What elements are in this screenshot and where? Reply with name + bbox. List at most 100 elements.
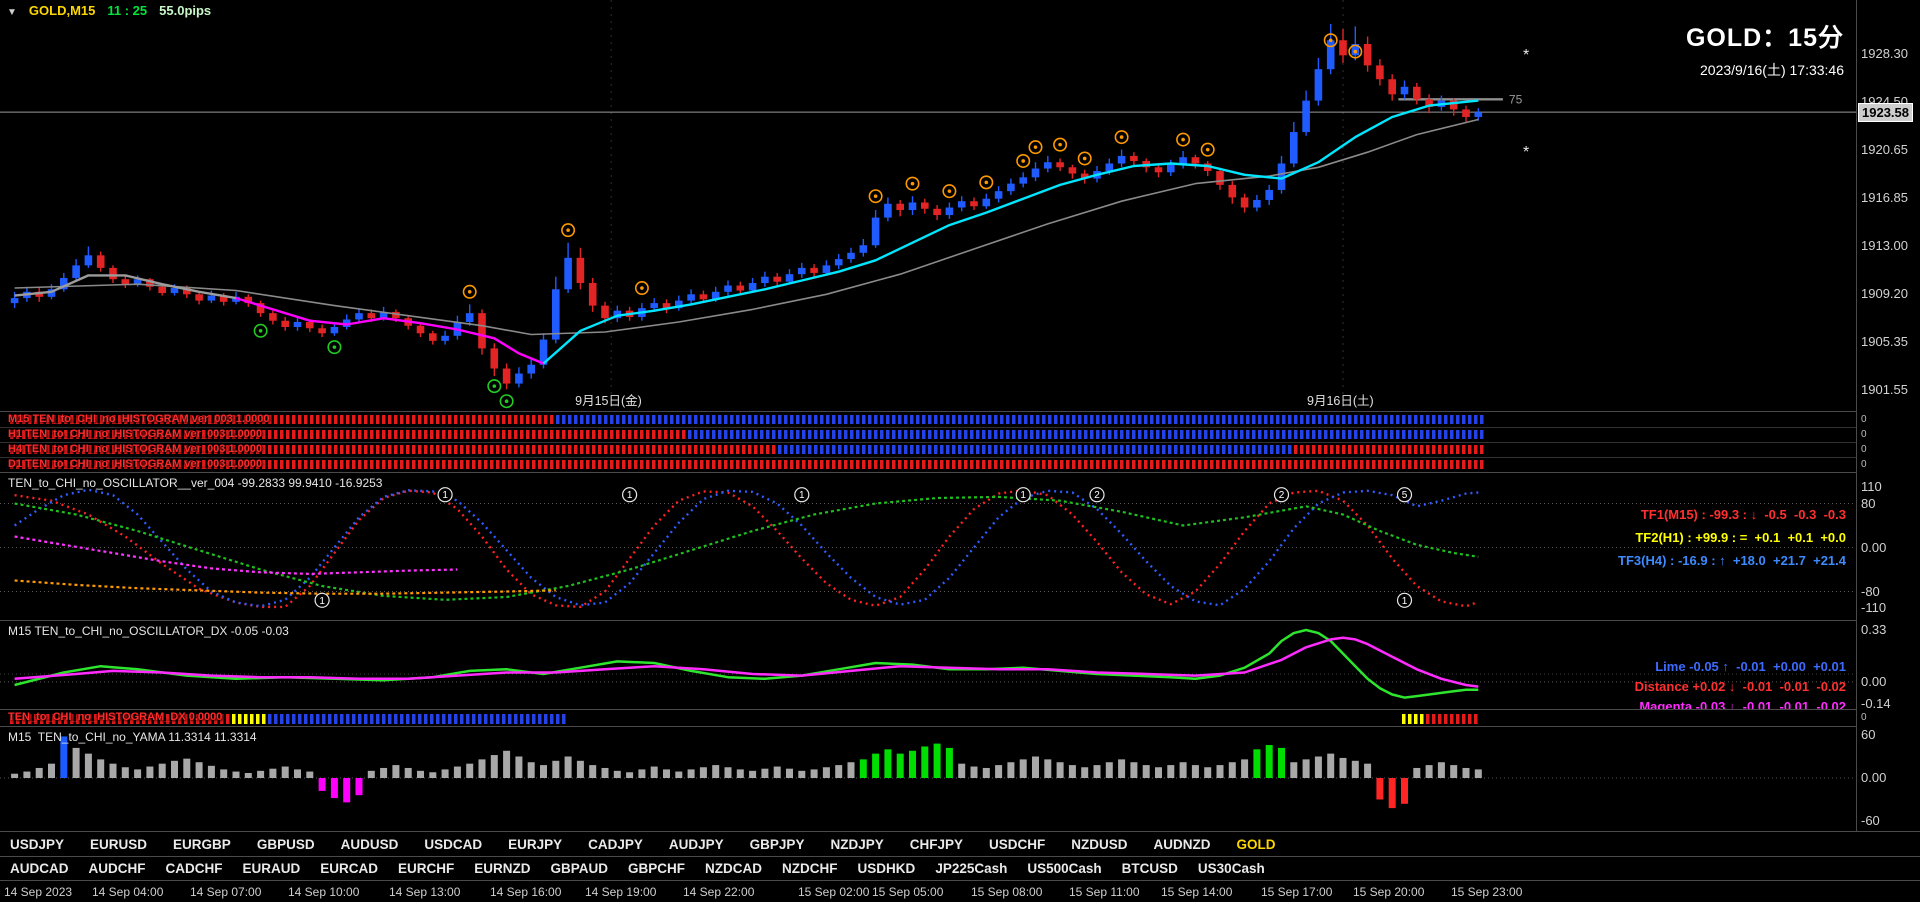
yama-bar — [749, 770, 757, 778]
yama-bar — [1425, 765, 1433, 778]
symbol-dropdown-icon[interactable]: ▼ — [7, 7, 17, 18]
numbered-signal-icon — [1396, 487, 1413, 503]
histogram-dx-strip[interactable] — [0, 711, 1856, 726]
oscillator-dx-panel[interactable]: M15 TEN_to_CHI_no_OSCILLATOR_DX -0.05 -0… — [0, 620, 1856, 709]
symbol-tab-nzdchf[interactable]: NZDCHF — [782, 861, 838, 876]
candle — [84, 255, 93, 266]
histogram-row[interactable]: H1 TEN_to_CHI_no_HISTOGRAM ver_003 1.000… — [0, 427, 1856, 443]
symbol-tab-chfjpy[interactable]: CHFJPY — [909, 836, 963, 852]
candle — [207, 295, 216, 301]
symbol-tab-jp225cash[interactable]: JP225Cash — [935, 861, 1008, 876]
symbol-tab-nzdusd[interactable]: NZDUSD — [1071, 836, 1128, 852]
symbol-tab-eurcad[interactable]: EURCAD — [320, 861, 379, 876]
candle — [1413, 86, 1421, 100]
yama-bar — [1032, 756, 1039, 778]
yama-bar — [183, 758, 191, 778]
symbol-tab-gbpchf[interactable]: GBPCHF — [628, 861, 686, 876]
yama-bar — [1228, 762, 1236, 778]
yama-bar — [1253, 749, 1261, 778]
buy-signal-icon — [327, 340, 342, 355]
symbol-tab-cadchf[interactable]: CADCHF — [165, 861, 223, 876]
symbol-tab-audjpy[interactable]: AUDJPY — [668, 836, 724, 852]
yama-bar — [1351, 760, 1359, 778]
symbol-tab-usdcad[interactable]: USDCAD — [424, 836, 483, 852]
candle — [1056, 162, 1064, 168]
yama-panel[interactable]: M15 TEN_to_CHI_no_YAMA 11.3314 11.3314 — [0, 726, 1856, 831]
symbol-tab-eurusd[interactable]: EURUSD — [90, 836, 148, 852]
symbol-tab-gbpaud[interactable]: GBPAUD — [550, 861, 609, 876]
candle — [502, 368, 511, 384]
symbol-tab-eurnzd[interactable]: EURNZD — [474, 861, 531, 876]
yama-bar — [1437, 762, 1445, 778]
symbol-tab-bar-1: USDJPY EURUSD EURGBP GBPUSD AUDUSD USDCAD EURJ… — [0, 831, 1920, 856]
sell-signal-icon — [1348, 44, 1363, 59]
sell-signal-icon — [1016, 153, 1031, 168]
histogram-row[interactable]: D1 TEN_to_CHI_no_HISTOGRAM ver_003 1.000… — [0, 457, 1856, 472]
symbol-tab-us500cash[interactable]: US500Cash — [1027, 861, 1102, 876]
symbol-tab-btcusd[interactable]: BTCUSD — [1121, 861, 1178, 876]
symbol-tab-usdchf[interactable]: USDCHF — [988, 836, 1046, 852]
symbol-tab-audcad[interactable]: AUDCAD — [10, 861, 69, 876]
histogram-rows-panel[interactable]: M15 TEN_to_CHI_no_HISTOGRAM ver_003 1.00… — [0, 411, 1856, 472]
scale-label: 0.00 — [1861, 673, 1887, 689]
yama-bar — [1314, 756, 1322, 778]
symbol-tab-eurchf[interactable]: EURCHF — [398, 861, 455, 876]
yama-bar — [453, 766, 461, 778]
symbol-tab-audusd[interactable]: AUDUSD — [340, 836, 399, 852]
price-axis[interactable]: 1928.30 1924.50 1920.65 1916.85 1913.00 1909.… — [1856, 0, 1920, 831]
symbol-tab-audnzd[interactable]: AUDNZD — [1153, 836, 1211, 852]
symbol-tab-gold[interactable]: GOLD — [1236, 836, 1276, 852]
yama-bar — [761, 768, 769, 778]
yama-bar — [1044, 759, 1052, 778]
svg-text:1: 1 — [627, 490, 633, 501]
symbol-tab-gbpjpy[interactable]: GBPJPY — [749, 836, 805, 852]
symbol-tab-audchf[interactable]: AUDCHF — [88, 861, 146, 876]
svg-text:1: 1 — [1020, 490, 1026, 501]
candle — [121, 279, 130, 285]
yama-bar — [1118, 759, 1126, 778]
sell-signal-icon — [868, 189, 883, 204]
symbol-tab-euraud[interactable]: EURAUD — [242, 861, 301, 876]
histogram-row[interactable]: H4 TEN_to_CHI_no_HISTOGRAM ver_003 1.000… — [0, 442, 1856, 458]
symbol-tab-usdjpy[interactable]: USDJPY — [10, 836, 65, 852]
sell-signal-icon — [905, 176, 920, 191]
symbol-tab-usdhkd[interactable]: USDHKD — [857, 861, 916, 876]
oscillator-chart[interactable]: 1 1 1 1 2 2 5 1 1 — [0, 474, 1856, 620]
symbol-tab-us30cash[interactable]: US30Cash — [1197, 861, 1265, 876]
yama-bar — [822, 767, 830, 778]
yama-bar — [281, 766, 289, 778]
symbol-tab-nzdcad[interactable]: NZDCAD — [705, 861, 763, 876]
time-label: 14 Sep 04:00 — [92, 885, 164, 899]
time-label: 14 Sep 07:00 — [190, 885, 262, 899]
chart-datetime: 2023/9/16(土) 17:33:46 — [1700, 62, 1844, 78]
oscillator-dx-chart[interactable] — [0, 622, 1856, 709]
scale-label: 0 — [1861, 459, 1867, 470]
yama-bar — [909, 750, 916, 778]
yama-bar — [786, 768, 793, 778]
symbol-tab-bar-2: AUDCAD AUDCHF CADCHF EURAUD EURCAD EURCHF EURN… — [0, 856, 1920, 880]
symbol-tab-cadjpy[interactable]: CADJPY — [588, 836, 643, 852]
oscillator-panel[interactable]: 1 1 1 1 2 2 5 1 1 TEN_to_CHI_no_OSCILLATOR__ver_… — [0, 472, 1856, 620]
time-axis[interactable]: 14 Sep 2023 14 Sep 04:00 14 Sep 07:00 14 Se… — [0, 880, 1920, 902]
price-label: 1901.55 — [1861, 382, 1908, 398]
yama-bar — [318, 778, 326, 791]
symbol-tab-nzdjpy[interactable]: NZDJPY — [830, 836, 884, 852]
yama-histogram-chart[interactable] — [0, 728, 1856, 831]
symbol-tab-eurjpy[interactable]: EURJPY — [508, 836, 563, 852]
scale-label: -60 — [1861, 813, 1880, 828]
candle — [650, 303, 658, 309]
scale-label: -80 — [1861, 583, 1880, 599]
candlestick-chart[interactable]: 9月15日(金) 9月16日(土) 75 * * — [0, 0, 1856, 410]
scale-label: -0.14 — [1861, 695, 1891, 711]
main-chart-panel[interactable]: 9月15日(金) 9月16日(土) 75 * * ▼ GOLD,M15 11 : 25 … — [0, 0, 1856, 411]
candle — [293, 321, 302, 328]
candle — [10, 298, 19, 304]
symbol-tab-gbpusd[interactable]: GBPUSD — [256, 836, 315, 852]
buy-signal-icon — [487, 379, 502, 394]
histogram-dx-panel[interactable]: TEN_to_CHI_no_HISTOGRAM_DX 0.0000 — [0, 709, 1856, 726]
candle — [896, 203, 904, 211]
price-label: 1928.30 — [1861, 45, 1908, 61]
symbol-tab-eurgbp[interactable]: EURGBP — [173, 836, 231, 852]
histogram-row[interactable]: M15 TEN_to_CHI_no_HISTOGRAM ver_003 1.00… — [0, 412, 1856, 428]
yama-bar — [306, 771, 314, 778]
